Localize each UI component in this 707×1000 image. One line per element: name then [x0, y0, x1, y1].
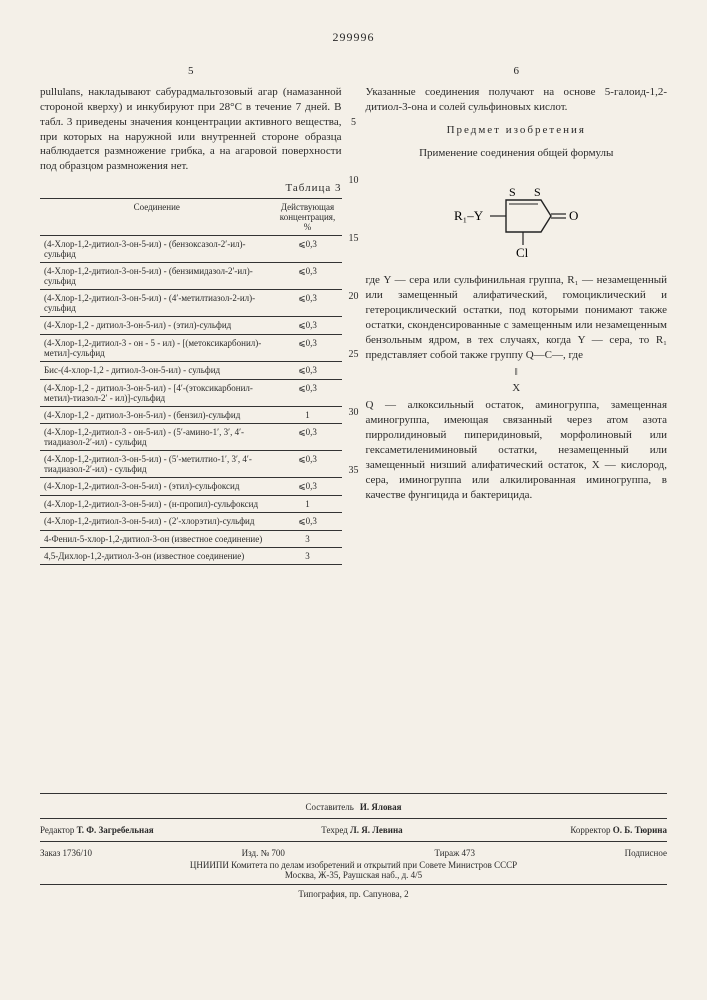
table-row: (4-Хлор-1,2 - дитиол-3-он-5-ил) - (бензи…	[40, 407, 342, 424]
compound-cell: (4-Хлор-1,2-дитиол-3-он-5-ил) - (2′-хлор…	[40, 513, 274, 531]
right-p4: Q — алкоксильный остаток, аминогруппа, з…	[366, 398, 668, 502]
compound-cell: 4,5-Дихлор-1,2-дитиол-3-он (известное со…	[40, 548, 274, 565]
table-row: (4-Хлор-1,2-дитиол-3-он-5-ил) - (бензокс…	[40, 236, 342, 263]
table-header-compound: Соединение	[40, 199, 274, 236]
concentration-cell: ⩽0,3	[274, 424, 342, 451]
techred-label: Техред	[321, 825, 348, 835]
table-row: 4-Фенил-5-хлор-1,2-дитиол-3-он (известно…	[40, 531, 342, 548]
editor-label: Редактор	[40, 825, 74, 835]
formula-x: X	[366, 382, 668, 394]
table-row: (4-Хлор-1,2-дитиол-3-он-5-ил) - (н-пропи…	[40, 496, 342, 513]
compound-cell: (4-Хлор-1,2-дитиол-3-он-5-ил) - (бензими…	[40, 263, 274, 290]
techred-name: Л. Я. Левина	[350, 825, 403, 835]
chem-r1y-label: R₁–Y	[454, 208, 484, 223]
line-mark: 35	[349, 465, 359, 476]
concentration-cell: ⩽0,3	[274, 236, 342, 263]
line-mark: 15	[349, 233, 359, 244]
table-row: (4-Хлор-1,2-дитиол-3-он-5-ил) - (2′-хлор…	[40, 513, 342, 531]
concentration-cell: ⩽0,3	[274, 290, 342, 317]
table-label: Таблица 3	[40, 182, 342, 194]
concentration-cell: ⩽0,3	[274, 478, 342, 496]
concentration-cell: ⩽0,3	[274, 451, 342, 478]
table-header-concentration: Действующая концентрация, %	[274, 199, 342, 236]
concentration-table: Соединение Действующая концентрация, % (…	[40, 198, 342, 565]
compound-cell: (4-Хлор-1,2 - дитиол-3-он-5-ил) - (этил)…	[40, 317, 274, 335]
footer-org: ЦНИИПИ Комитета по делам изобретений и о…	[40, 860, 667, 870]
footer-izd: Изд. № 700	[242, 848, 285, 858]
concentration-cell: ⩽0,3	[274, 335, 342, 362]
formula-bond: ‖	[366, 366, 668, 378]
compound-cell: (4-Хлор-1,2-дитиол-3-он-5-ил) - (н-пропи…	[40, 496, 274, 513]
compound-cell: 4-Фенил-5-хлор-1,2-дитиол-3-он (известно…	[40, 531, 274, 548]
footer-subscribe: Подписное	[625, 848, 667, 858]
concentration-cell: 1	[274, 407, 342, 424]
concentration-cell: ⩽0,3	[274, 263, 342, 290]
line-mark: 5	[351, 117, 356, 128]
right-p1: Указанные соединения получают на основе …	[366, 85, 668, 115]
line-mark: 30	[349, 407, 359, 418]
table-row: (4-Хлор-1,2-дитиол-3-он-5-ил) - (5′-мети…	[40, 451, 342, 478]
concentration-cell: ⩽0,3	[274, 513, 342, 531]
right-p3: где Y — сера или сульфинильная группа, R…	[366, 273, 668, 362]
compound-cell: (4-Хлор-1,2 - дитиол-3-он-5-ил) - (бензи…	[40, 407, 274, 424]
table-row: (4-Хлор-1,2-дитиол-3-он-5-ил) - (4′-мети…	[40, 290, 342, 317]
subject-title: Предмет изобретения	[366, 123, 668, 138]
corrector-label: Корректор	[570, 825, 610, 835]
chem-s2-label: S	[534, 185, 541, 199]
footer-order: Заказ 1736/10	[40, 848, 92, 858]
line-mark: 10	[349, 175, 359, 186]
concentration-cell: 3	[274, 531, 342, 548]
chemical-structure: R₁–Y S S O Cl	[366, 170, 668, 263]
left-intro-paragraph: pullulans, накладывают сабурадмальтозовы…	[40, 85, 342, 174]
compound-cell: Бис-(4-хлор-1,2 - дитиол-3-он-5-ил) - су…	[40, 362, 274, 380]
concentration-cell: 1	[274, 496, 342, 513]
compound-cell: (4-Хлор-1,2-дитиол-3-он-5-ил) - (этил)-с…	[40, 478, 274, 496]
compound-cell: (4-Хлор-1,2-дитиол-3 - он-5-ил) - (5′-ам…	[40, 424, 274, 451]
compound-cell: (4-Хлор-1,2-дитиол-3 - он - 5 - ил) - [(…	[40, 335, 274, 362]
concentration-cell: ⩽0,3	[274, 380, 342, 407]
footer-tirazh: Тираж 473	[434, 848, 475, 858]
table-row: (4-Хлор-1,2-дитиол-3-он-5-ил) - (этил)-с…	[40, 478, 342, 496]
chem-s1-label: S	[509, 185, 516, 199]
table-row: Бис-(4-хлор-1,2 - дитиол-3-он-5-ил) - су…	[40, 362, 342, 380]
compound-cell: (4-Хлор-1,2-дитиол-3-он-5-ил) - (5′-мети…	[40, 451, 274, 478]
concentration-cell: ⩽0,3	[274, 317, 342, 335]
doc-number: 299996	[40, 30, 667, 45]
concentration-cell: 3	[274, 548, 342, 565]
table-row: (4-Хлор-1,2-дитиол-3 - он-5-ил) - (5′-ам…	[40, 424, 342, 451]
chem-cl-label: Cl	[516, 245, 529, 260]
compound-cell: (4-Хлор-1,2-дитиол-3-он-5-ил) - (4′-мети…	[40, 290, 274, 317]
footer-typography: Типография, пр. Сапунова, 2	[40, 889, 667, 899]
compound-cell: (4-Хлор-1,2 - дитиол-3-он-5-ил) - [4′-(э…	[40, 380, 274, 407]
col-right-number: 6	[366, 65, 668, 77]
right-p2: Применение соединения общей формулы	[366, 146, 668, 161]
compound-cell: (4-Хлор-1,2-дитиол-3-он-5-ил) - (бензокс…	[40, 236, 274, 263]
table-row: (4-Хлор-1,2-дитиол-3-он-5-ил) - (бензими…	[40, 263, 342, 290]
table-row: (4-Хлор-1,2 - дитиол-3-он-5-ил) - [4′-(э…	[40, 380, 342, 407]
corrector-name: О. Б. Тюрина	[613, 825, 667, 835]
footer-addr: Москва, Ж-35, Раушская наб., д. 4/5	[40, 870, 667, 880]
editor-name: Т. Ф. Загребельная	[77, 825, 154, 835]
concentration-cell: ⩽0,3	[274, 362, 342, 380]
table-row: (4-Хлор-1,2-дитиол-3 - он - 5 - ил) - [(…	[40, 335, 342, 362]
chem-o-label: O	[569, 208, 578, 223]
line-mark: 20	[349, 291, 359, 302]
footer: Составитель И. Яловая Редактор Т. Ф. Заг…	[40, 793, 667, 899]
col-left-number: 5	[40, 65, 342, 77]
line-mark: 25	[349, 349, 359, 360]
compiler-name: И. Яловая	[360, 802, 402, 812]
compiler-label: Составитель	[306, 802, 354, 812]
table-row: (4-Хлор-1,2 - дитиол-3-он-5-ил) - (этил)…	[40, 317, 342, 335]
table-row: 4,5-Дихлор-1,2-дитиол-3-он (известное со…	[40, 548, 342, 565]
